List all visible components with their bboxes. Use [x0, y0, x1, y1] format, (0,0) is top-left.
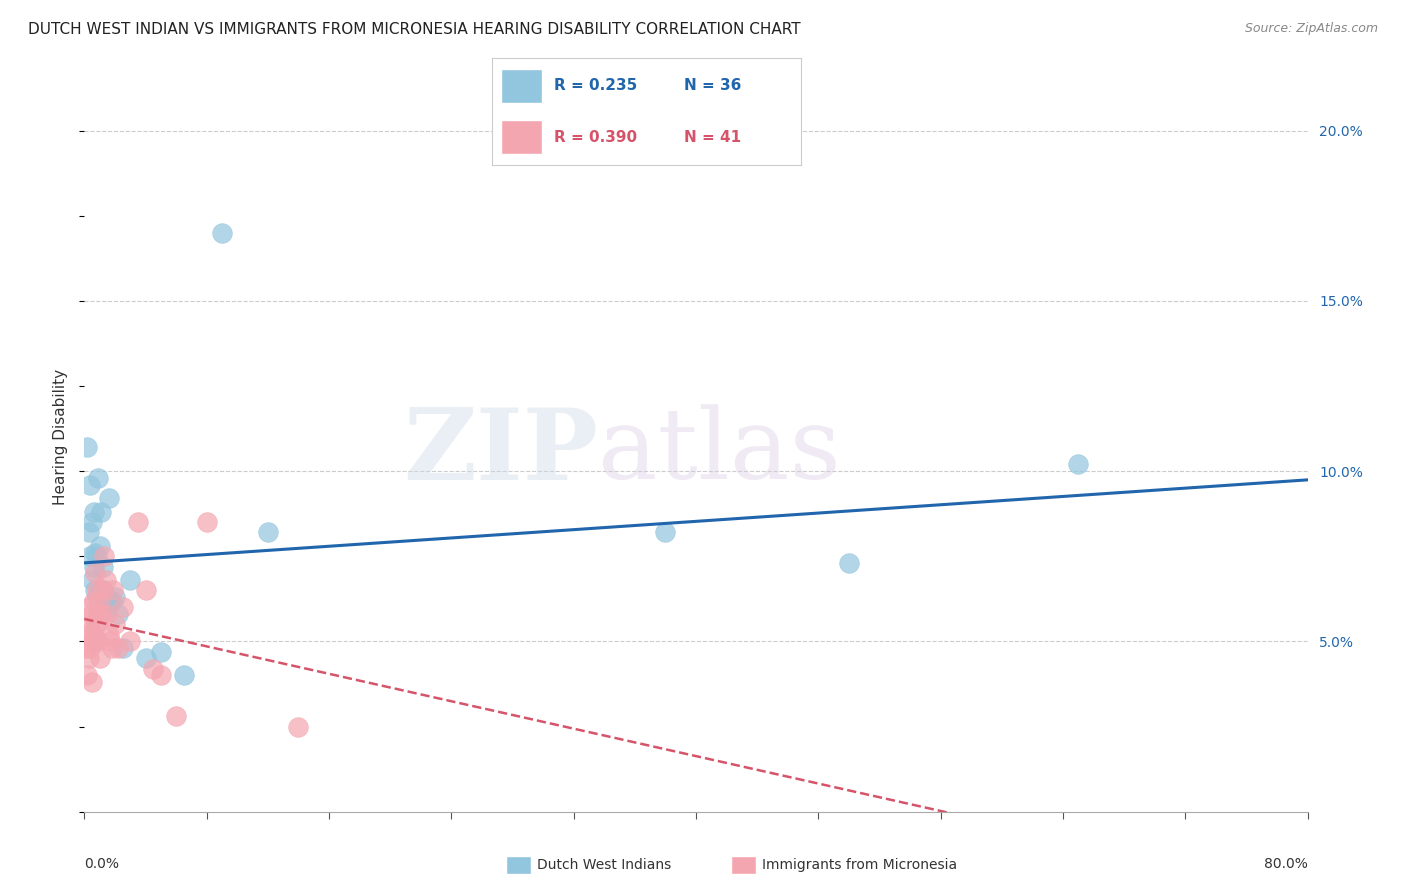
Point — [149, 668, 172, 682]
Point — [75, 641, 97, 656]
Point — [93, 590, 115, 604]
Point — [79, 549, 101, 564]
Point — [91, 583, 114, 598]
Text: atlas: atlas — [598, 404, 841, 500]
Point — [104, 590, 127, 604]
Point — [98, 593, 121, 607]
Point — [101, 641, 124, 656]
Point — [87, 471, 110, 485]
Point — [76, 668, 98, 682]
Point — [287, 720, 309, 734]
Point — [83, 559, 105, 574]
Point — [91, 559, 114, 574]
Point — [77, 651, 100, 665]
Text: N = 36: N = 36 — [683, 78, 741, 94]
Point — [104, 617, 127, 632]
Point — [76, 440, 98, 454]
Point — [111, 641, 134, 656]
FancyBboxPatch shape — [502, 120, 541, 154]
Point — [96, 600, 118, 615]
Text: Immigrants from Micronesia: Immigrants from Micronesia — [762, 858, 957, 872]
Point — [93, 549, 115, 564]
Point — [135, 651, 157, 665]
Point — [89, 593, 111, 607]
Point — [101, 593, 124, 607]
Point — [76, 627, 98, 641]
Text: DUTCH WEST INDIAN VS IMMIGRANTS FROM MICRONESIA HEARING DISABILITY CORRELATION C: DUTCH WEST INDIAN VS IMMIGRANTS FROM MIC… — [28, 22, 801, 37]
Text: Dutch West Indians: Dutch West Indians — [537, 858, 671, 872]
Point — [142, 662, 165, 676]
Point — [838, 556, 860, 570]
Point — [111, 600, 134, 615]
Point — [83, 627, 105, 641]
Point — [127, 515, 149, 529]
Point — [86, 549, 108, 564]
Point — [120, 573, 142, 587]
Point — [87, 634, 110, 648]
Point — [173, 668, 195, 682]
Text: R = 0.390: R = 0.390 — [554, 129, 637, 145]
Point — [84, 566, 107, 581]
Point — [96, 607, 118, 622]
Point — [79, 477, 101, 491]
Point — [79, 617, 101, 632]
Point — [83, 593, 105, 607]
FancyBboxPatch shape — [502, 69, 541, 103]
Point — [98, 634, 121, 648]
Point — [84, 583, 107, 598]
Point — [89, 539, 111, 553]
Point — [84, 634, 107, 648]
Point — [80, 675, 103, 690]
Point — [120, 634, 142, 648]
Text: R = 0.235: R = 0.235 — [554, 78, 637, 94]
Point — [80, 607, 103, 622]
Point — [103, 583, 125, 598]
Point — [80, 515, 103, 529]
Point — [79, 641, 101, 656]
Point — [107, 641, 129, 656]
Point — [83, 505, 105, 519]
Point — [135, 583, 157, 598]
Text: Source: ZipAtlas.com: Source: ZipAtlas.com — [1244, 22, 1378, 36]
Point — [97, 627, 120, 641]
Point — [654, 525, 676, 540]
Point — [195, 515, 218, 529]
Text: N = 41: N = 41 — [683, 129, 741, 145]
Point — [107, 607, 129, 622]
Point — [90, 505, 112, 519]
Point — [86, 617, 108, 632]
Point — [86, 590, 108, 604]
Point — [84, 617, 107, 632]
Point — [94, 573, 117, 587]
Point — [89, 651, 111, 665]
Point — [1067, 458, 1090, 472]
Point — [149, 645, 172, 659]
Point — [87, 607, 110, 622]
Point — [211, 226, 233, 240]
Point — [165, 709, 187, 723]
Text: ZIP: ZIP — [404, 403, 598, 500]
Point — [90, 607, 112, 622]
Point — [97, 491, 120, 506]
Point — [77, 525, 100, 540]
Y-axis label: Hearing Disability: Hearing Disability — [53, 369, 69, 505]
Point — [91, 583, 114, 598]
Point — [77, 600, 100, 615]
Point — [80, 573, 103, 587]
Text: 80.0%: 80.0% — [1264, 856, 1308, 871]
Point — [80, 634, 103, 648]
Point — [84, 546, 107, 560]
Point — [94, 590, 117, 604]
Point — [257, 525, 280, 540]
Text: 0.0%: 0.0% — [84, 856, 120, 871]
Point — [86, 583, 108, 598]
Point — [89, 583, 111, 598]
